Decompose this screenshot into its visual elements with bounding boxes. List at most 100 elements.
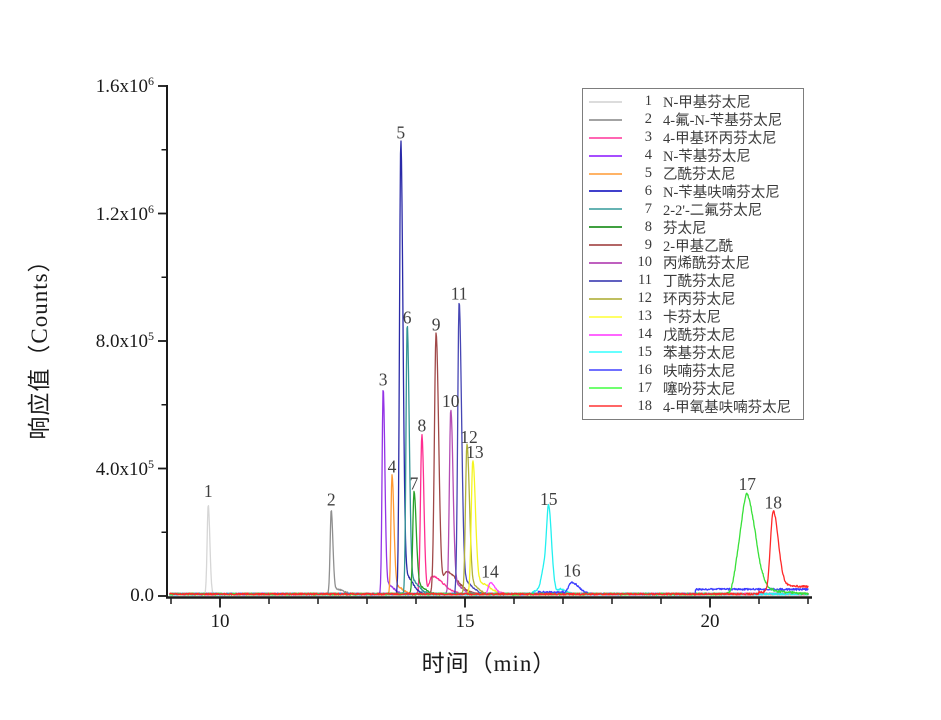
- x-tick-label: 10: [210, 611, 230, 632]
- legend-item-2: 2 4-氟-N-苄基芬太尼: [583, 111, 801, 129]
- y-tick-label: 1.2x106: [95, 201, 154, 225]
- y-axis-title: 响应值（Counts）: [27, 248, 52, 440]
- legend-item-label: 芬太尼: [663, 220, 707, 237]
- legend-item-label: N-甲基芬太尼: [663, 95, 751, 112]
- legend-item-17: 17 噻吩芬太尼: [583, 379, 801, 398]
- legend-item-14: 14 戊酰芬太尼: [583, 326, 801, 344]
- peak-label-8: 8: [418, 416, 427, 436]
- legend-item-label: 噻吩芬太尼: [663, 381, 736, 398]
- legend-item-13: 13 卡芬太尼: [583, 308, 801, 326]
- legend-line-swatch: [589, 405, 622, 408]
- legend-item-label: 丙烯酰芬太尼: [663, 256, 750, 273]
- trace-2: [169, 510, 809, 596]
- x-tick-label: 20: [700, 611, 720, 632]
- legend-item-label: 苯基芬太尼: [663, 345, 736, 362]
- peak-label-13: 13: [466, 442, 484, 462]
- legend-item-number: 10: [637, 254, 653, 271]
- peak-label-12: 12: [460, 427, 478, 447]
- legend-item-label: 2-2'-二氟芬太尼: [663, 202, 763, 219]
- legend-item-5: 5 乙酰芬太尼: [583, 165, 801, 183]
- x-tick-label: 15: [455, 611, 475, 632]
- peak-label-2: 2: [327, 490, 336, 510]
- legend-item-number: 11: [638, 272, 652, 289]
- legend-line-swatch: [589, 190, 622, 193]
- legend-item-8: 8 芬太尼: [583, 218, 801, 237]
- legend-line-swatch: [589, 315, 622, 318]
- legend-item-1: 1 N-甲基芬太尼: [583, 93, 801, 111]
- legend-item-number: 6: [644, 182, 652, 199]
- peak-label-7: 7: [410, 474, 419, 494]
- legend-line-swatch: [589, 172, 622, 175]
- legend-line-swatch: [589, 118, 622, 121]
- legend-item-number: 5: [644, 165, 652, 181]
- legend-box: 1 N-甲基芬太尼 2 4-氟-N-苄基芬太尼 3 4-甲基环丙芬太尼 4 N-苄基芬太尼 5 乙…: [582, 88, 804, 421]
- peak-label-15: 15: [540, 489, 558, 509]
- peak-label-17: 17: [738, 474, 756, 494]
- legend-item-number: 18: [637, 397, 653, 414]
- legend-item-label: 4-甲基环丙芬太尼: [663, 131, 777, 148]
- legend-item-label: 卡芬太尼: [663, 310, 721, 327]
- legend-item-number: 7: [644, 200, 652, 217]
- legend-item-11: 11 丁酰芬太尼: [583, 272, 801, 290]
- legend-item-number: 4: [644, 147, 652, 164]
- peak-label-5: 5: [396, 122, 405, 142]
- legend-item-label: 呋喃芬太尼: [663, 363, 736, 380]
- legend-item-label: 4-甲氧基呋喃芬太尼: [663, 399, 792, 416]
- legend-item-label: 丁酰芬太尼: [663, 274, 736, 291]
- legend-line-swatch: [589, 154, 622, 157]
- legend-line-swatch: [589, 136, 622, 139]
- trace-18: [169, 510, 809, 596]
- legend-item-16: 16 呋喃芬太尼: [583, 361, 801, 380]
- legend-item-number: 1: [644, 93, 652, 110]
- peak-label-6: 6: [403, 307, 412, 327]
- legend-item-10: 10 丙烯酰芬太尼: [583, 254, 801, 272]
- peak-label-18: 18: [764, 493, 782, 513]
- legend-line-swatch: [589, 351, 622, 354]
- y-tick-label: 4.0x105: [95, 456, 154, 480]
- legend-item-6: 6 N-苄基呋喃芬太尼: [583, 182, 801, 201]
- legend-line-swatch: [589, 100, 622, 103]
- legend-item-15: 15 苯基芬太尼: [583, 343, 801, 362]
- legend-line-swatch: [589, 369, 622, 372]
- legend-line-swatch: [589, 208, 622, 211]
- legend-item-number: 17: [637, 379, 653, 396]
- legend-item-number: 16: [637, 361, 653, 378]
- legend-item-number: 13: [637, 308, 653, 325]
- legend-item-number: 2: [644, 111, 652, 128]
- y-tick-label: 8.0x105: [95, 328, 154, 353]
- peak-label-11: 11: [451, 283, 468, 303]
- legend-item-7: 7 2-2'-二氟芬太尼: [583, 200, 801, 219]
- legend-item-label: 4-氟-N-苄基芬太尼: [663, 113, 783, 130]
- legend-item-18: 18 4-甲氧基呋喃芬太尼: [583, 397, 801, 416]
- legend-item-label: 2-甲基乙酰: [663, 238, 734, 255]
- peak-label-9: 9: [432, 314, 441, 334]
- legend-item-label: 乙酰芬太尼: [663, 167, 736, 184]
- legend-line-swatch: [589, 279, 622, 282]
- peak-label-3: 3: [379, 369, 388, 389]
- legend-line-swatch: [589, 333, 622, 336]
- legend-line-swatch: [589, 387, 622, 390]
- legend-item-3: 3 4-甲基环丙芬太尼: [583, 129, 801, 147]
- legend-item-4: 4 N-苄基芬太尼: [583, 147, 801, 165]
- legend-line-swatch: [589, 244, 622, 247]
- legend-item-label: 戊酰芬太尼: [663, 328, 736, 345]
- legend-item-number: 3: [644, 129, 652, 146]
- legend-item-label: N-苄基芬太尼: [663, 149, 751, 166]
- legend-item-number: 8: [644, 218, 652, 235]
- legend-item-number: 14: [637, 326, 653, 343]
- legend-item-12: 12 环丙芬太尼: [583, 290, 801, 308]
- y-tick-label: 1.6x106: [95, 73, 154, 98]
- legend-item-number: 15: [637, 343, 653, 360]
- y-tick-label: 0.0: [130, 585, 154, 606]
- peak-label-1: 1: [204, 481, 213, 501]
- legend-item-label: N-苄基呋喃芬太尼: [663, 184, 780, 201]
- peak-label-16: 16: [563, 561, 581, 581]
- legend-line-swatch: [589, 226, 622, 229]
- peak-label-4: 4: [388, 456, 397, 476]
- legend-line-swatch: [589, 297, 622, 300]
- legend-item-9: 9 2-甲基乙酰: [583, 236, 801, 255]
- peak-label-10: 10: [442, 391, 460, 411]
- legend-item-label: 环丙芬太尼: [663, 292, 736, 309]
